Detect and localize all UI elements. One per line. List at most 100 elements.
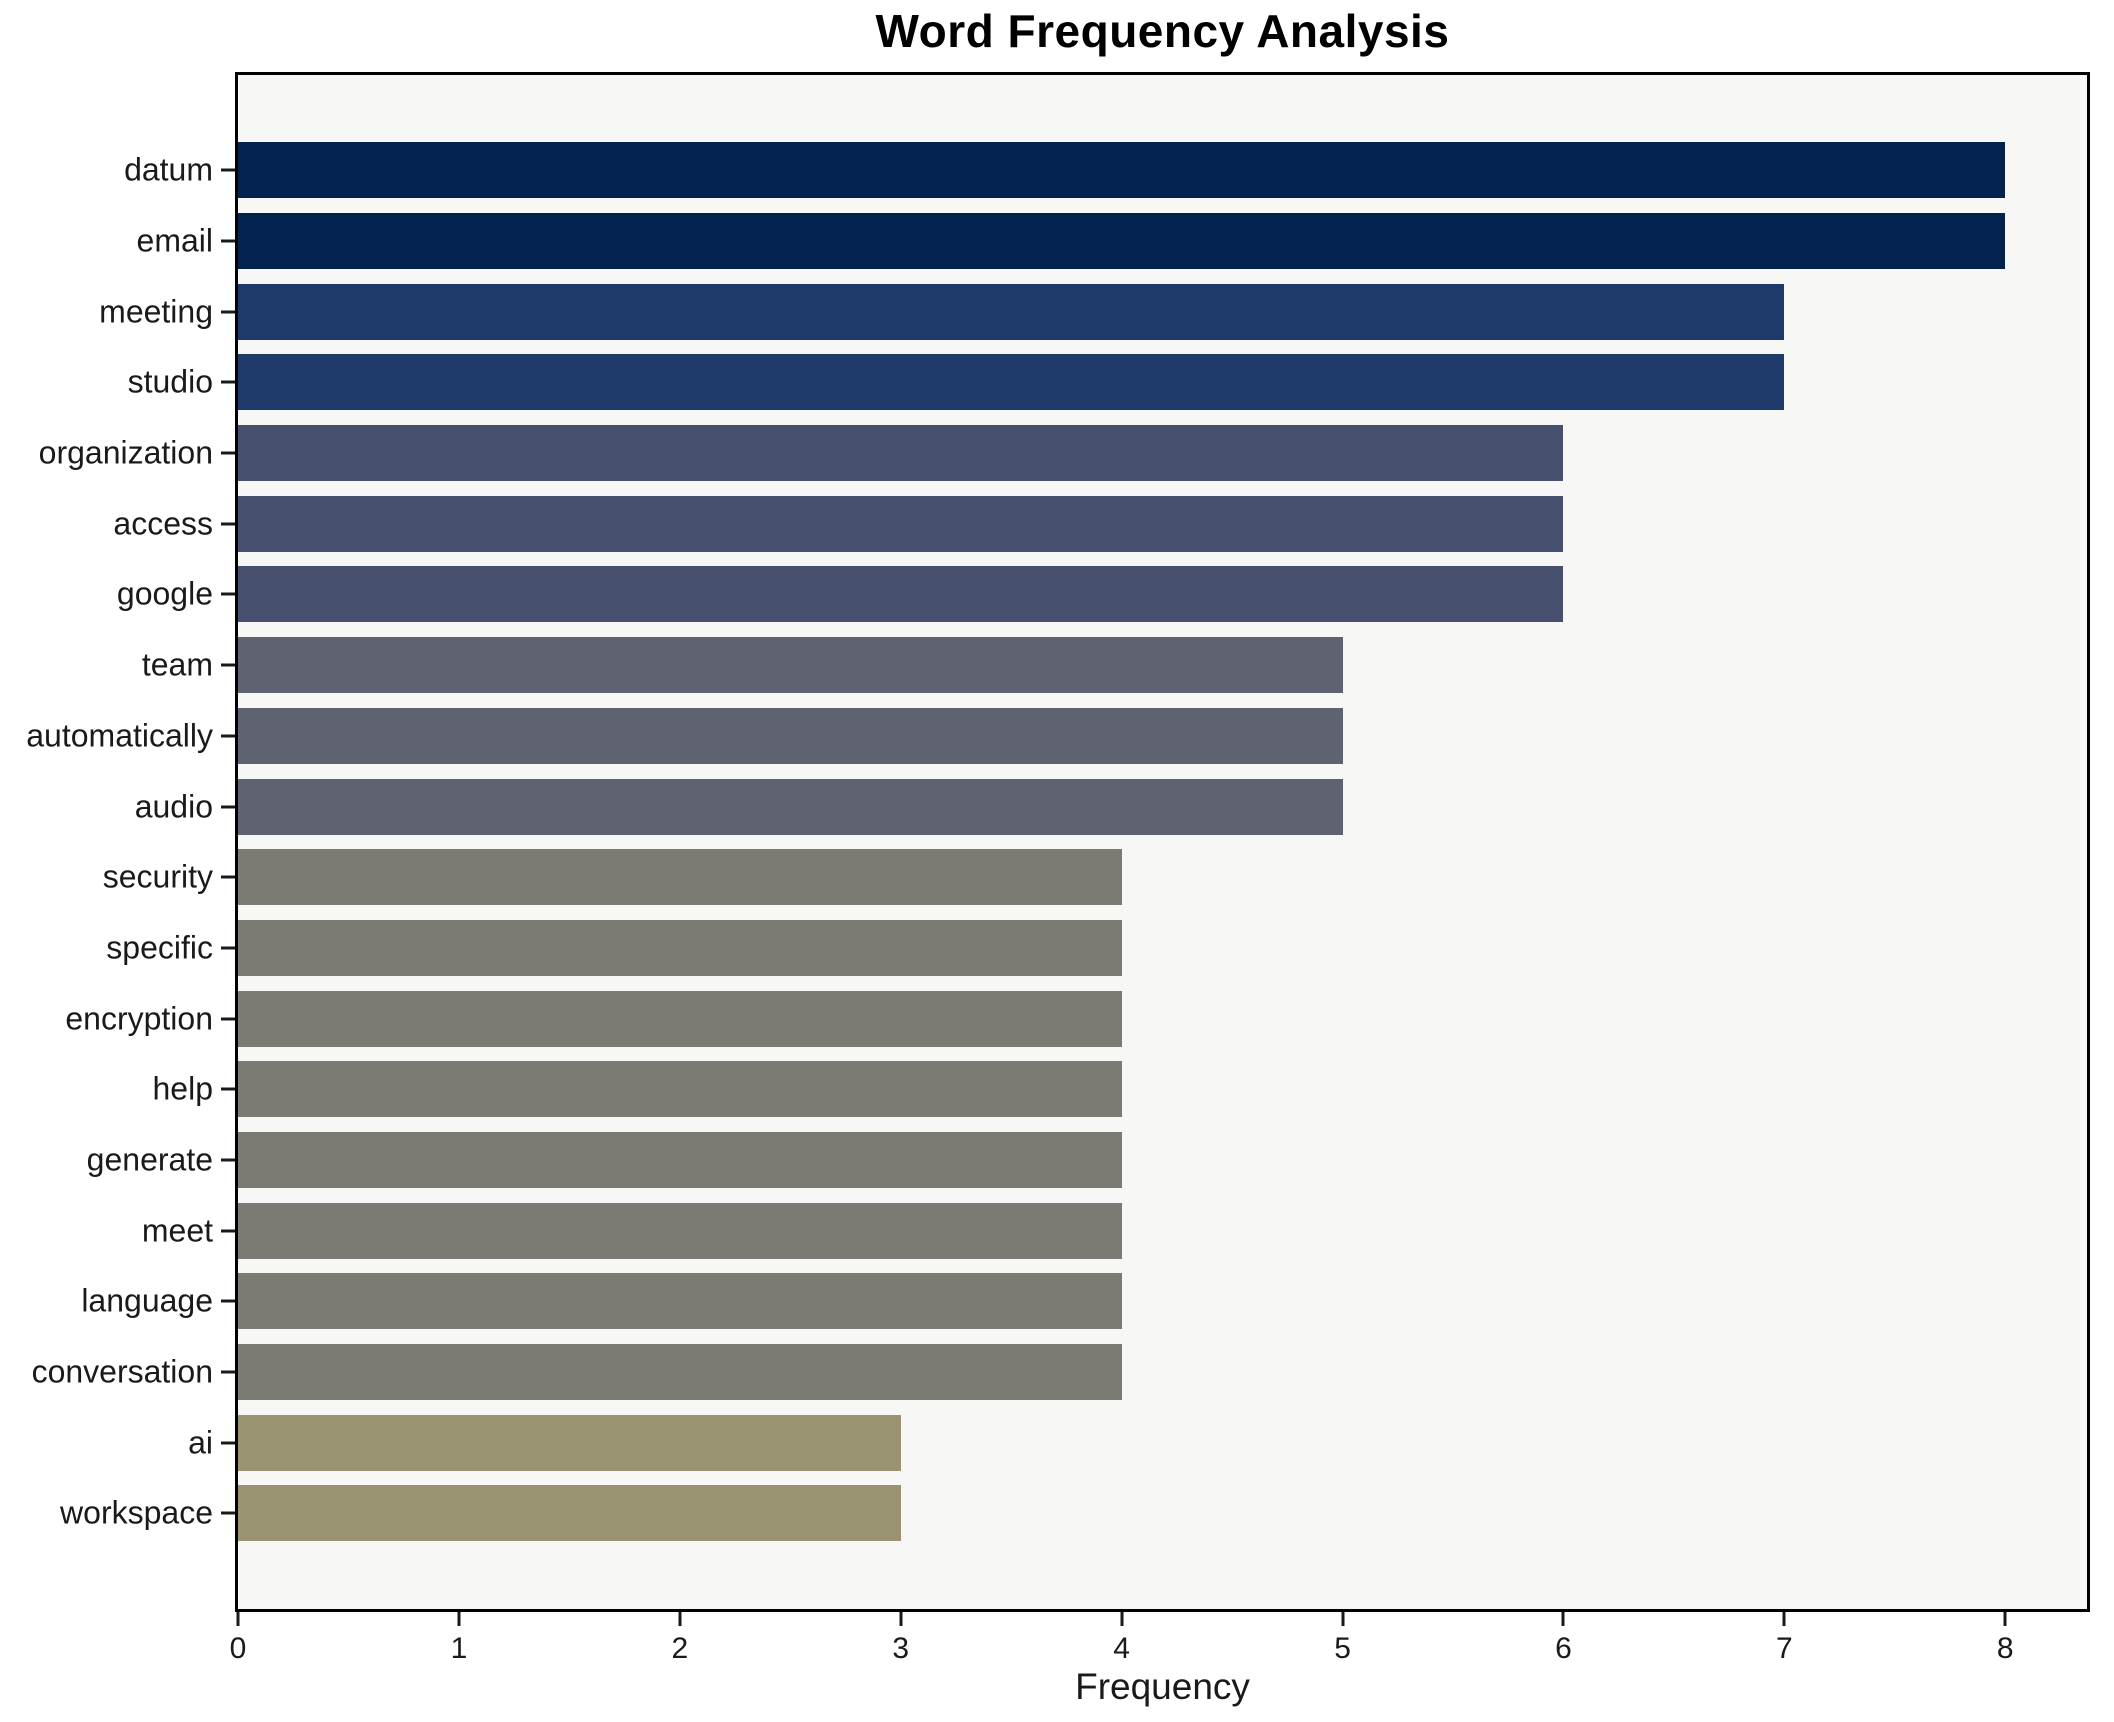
y-tick-label-security: security <box>102 858 213 895</box>
y-tick-label-datum: datum <box>124 151 213 188</box>
x-tick-label-3: 3 <box>892 1632 910 1665</box>
x-tick-label-8: 8 <box>1996 1632 2014 1665</box>
bar-row-google: google <box>117 559 2087 630</box>
bar-team <box>238 637 1343 694</box>
y-tick-mark <box>221 451 235 455</box>
x-axis-ticks: 0 1 2 3 4 5 6 7 8 <box>230 1612 2087 1672</box>
bar-encryption <box>238 990 1122 1047</box>
bar-conversation <box>238 1344 1122 1401</box>
y-tick-label-workspace: workspace <box>60 1494 213 1531</box>
x-tick-mark <box>678 1612 682 1626</box>
bar-row-email: email <box>137 206 2087 277</box>
bar-specific <box>238 919 1122 976</box>
y-tick-label-email: email <box>136 222 213 259</box>
x-tick-mark <box>1561 1612 1565 1626</box>
y-tick-mark <box>221 946 235 950</box>
x-tick-label-1: 1 <box>450 1632 468 1665</box>
y-tick-label-access: access <box>113 505 213 542</box>
bar-row-datum: datum <box>124 135 2087 206</box>
bar-row-access: access <box>113 488 2087 559</box>
y-tick-label-conversation: conversation <box>31 1353 213 1390</box>
bar-row-organization: organization <box>39 418 2087 489</box>
x-axis-label: Frequency <box>1075 1666 1250 1707</box>
y-tick-label-organization: organization <box>38 434 213 471</box>
y-tick-label-meet: meet <box>141 1212 213 1249</box>
bar-organization <box>238 425 1564 482</box>
y-tick-mark <box>221 168 235 172</box>
x-tick-label-6: 6 <box>1555 1632 1572 1665</box>
y-tick-mark <box>221 1441 235 1445</box>
bar-row-workspace: workspace <box>60 1478 2087 1549</box>
y-tick-label-ai: ai <box>188 1424 213 1461</box>
bar-row-generate: generate <box>87 1125 2087 1196</box>
y-tick-mark <box>221 1511 235 1515</box>
bar-help <box>238 1061 1122 1118</box>
bar-row-specific: specific <box>106 913 2087 984</box>
bar-access <box>238 495 1564 552</box>
bar-row-help: help <box>153 1054 2087 1125</box>
bar-security <box>238 849 1122 906</box>
x-tick-label-5: 5 <box>1334 1632 1351 1665</box>
y-tick-label-automatically: automatically <box>26 717 213 754</box>
plot-area: datum email meeting studio organization acces… <box>26 72 2090 1612</box>
y-tick-mark <box>221 1087 235 1091</box>
x-tick-mark <box>2003 1612 2007 1626</box>
y-tick-mark <box>221 875 235 879</box>
x-tick-mark <box>236 1612 240 1626</box>
bar-email <box>238 213 2006 270</box>
bar-google <box>238 566 1564 623</box>
bar-row-ai: ai <box>188 1407 2087 1478</box>
y-tick-mark <box>221 1158 235 1162</box>
y-tick-mark <box>221 522 235 526</box>
y-tick-label-meeting: meeting <box>99 293 213 330</box>
x-tick-label-7: 7 <box>1776 1632 1793 1665</box>
y-tick-mark <box>221 1370 235 1374</box>
x-tick-label-2: 2 <box>671 1632 689 1665</box>
bar-row-studio: studio <box>128 347 2087 418</box>
y-tick-label-language: language <box>81 1282 213 1319</box>
bar-row-encryption: encryption <box>65 983 2087 1054</box>
bar-language <box>238 1273 1122 1330</box>
x-tick-label-0: 0 <box>229 1632 247 1665</box>
bar-audio <box>238 778 1343 835</box>
y-tick-mark <box>221 734 235 738</box>
y-tick-mark <box>221 663 235 667</box>
y-tick-label-generate: generate <box>86 1141 213 1178</box>
y-tick-mark <box>221 1299 235 1303</box>
y-tick-label-studio: studio <box>127 363 213 400</box>
bar-datum <box>238 142 2006 199</box>
bar-meeting <box>238 283 1785 340</box>
x-tick-mark <box>899 1612 903 1626</box>
bar-row-team: team <box>142 630 2087 701</box>
y-tick-label-google: google <box>116 575 213 612</box>
bar-studio <box>238 354 1785 411</box>
y-tick-label-specific: specific <box>106 929 213 966</box>
y-tick-label-encryption: encryption <box>65 1000 213 1037</box>
bar-row-audio: audio <box>135 771 2087 842</box>
bar-row-language: language <box>81 1266 2087 1337</box>
x-tick-mark <box>457 1612 461 1626</box>
bar-workspace <box>238 1485 901 1542</box>
y-tick-mark <box>221 1229 235 1233</box>
y-tick-label-help: help <box>152 1070 214 1107</box>
y-tick-mark <box>221 310 235 314</box>
x-tick-label-4: 4 <box>1113 1632 1130 1665</box>
x-tick-mark <box>1782 1612 1786 1626</box>
bar-automatically <box>238 707 1343 764</box>
y-tick-mark <box>221 592 235 596</box>
bar-ai <box>238 1414 901 1471</box>
x-tick-mark <box>1341 1612 1345 1626</box>
bar-meet <box>238 1202 1122 1259</box>
y-tick-mark <box>221 239 235 243</box>
bar-row-meet: meet <box>142 1195 2087 1266</box>
bar-row-security: security <box>103 842 2087 913</box>
x-tick-mark <box>1120 1612 1124 1626</box>
y-tick-label-team: team <box>141 646 213 683</box>
bar-row-meeting: meeting <box>99 276 2087 347</box>
chart-title: Word Frequency Analysis <box>875 5 1450 57</box>
y-tick-mark <box>221 805 235 809</box>
bar-row-conversation: conversation <box>32 1337 2087 1408</box>
y-tick-mark <box>221 380 235 384</box>
bar-generate <box>238 1131 1122 1188</box>
